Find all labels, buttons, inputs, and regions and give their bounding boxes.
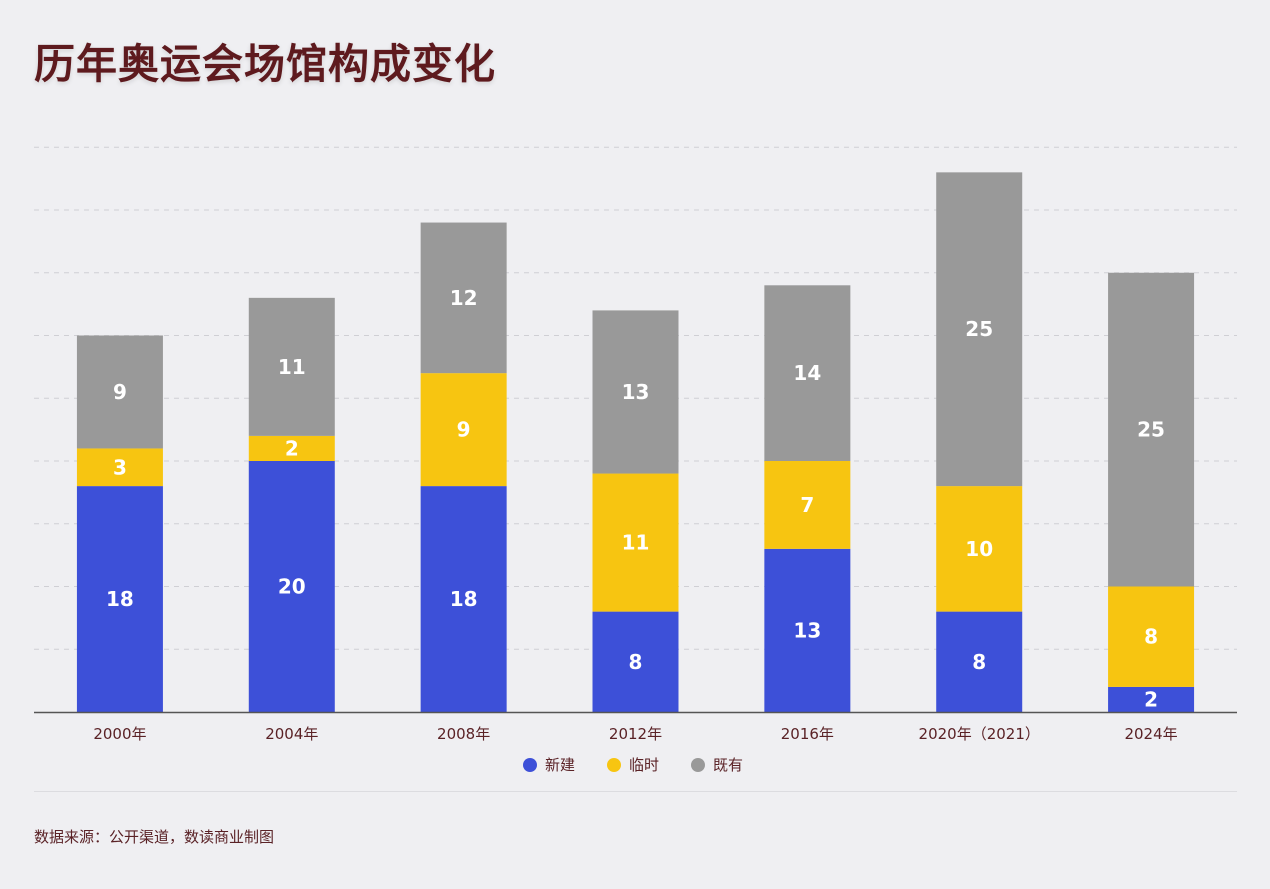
bar-segment xyxy=(592,611,679,712)
data-label: 2 xyxy=(285,436,299,460)
bar-segment xyxy=(1108,272,1195,587)
x-axis-tick-labels: 2000年 2004年 2008年 2012年 2016年 2020年（2021） 2024… xyxy=(93,725,1177,743)
data-label: 25 xyxy=(965,317,993,341)
bar-segment xyxy=(936,611,1023,712)
x-tick-label: 2020年（2021） xyxy=(919,725,1040,743)
legend-label: 临时 xyxy=(629,756,659,774)
legend-item: 既有 xyxy=(691,756,743,774)
legend-swatch xyxy=(691,758,705,772)
bar-segment xyxy=(420,373,507,487)
legend-item: 临时 xyxy=(607,756,659,774)
source-note: 数据来源：公开渠道，数读商业制图 xyxy=(34,828,275,846)
bar-segment xyxy=(764,461,851,549)
legend-swatch xyxy=(523,758,537,772)
data-label: 11 xyxy=(622,531,650,555)
data-label: 18 xyxy=(450,587,478,611)
x-tick-label: 2016年 xyxy=(781,725,834,743)
data-label: 7 xyxy=(800,493,814,517)
bar-segment xyxy=(1108,686,1195,712)
bar-segment xyxy=(248,435,335,461)
bar-stack: 8 11 13 xyxy=(592,310,679,712)
chart-title: 历年奥运会场馆构成变化 xyxy=(34,40,496,88)
x-tick-label: 2024年 xyxy=(1124,725,1177,743)
x-tick-label: 2004年 xyxy=(265,725,318,743)
data-label: 18 xyxy=(106,587,134,611)
bar-segment xyxy=(420,486,507,712)
x-tick-label: 2000年 xyxy=(93,725,146,743)
data-label: 10 xyxy=(965,537,993,561)
data-label: 13 xyxy=(793,618,821,642)
data-label: 3 xyxy=(113,455,127,479)
data-label: 14 xyxy=(793,361,821,385)
data-label: 8 xyxy=(1144,625,1158,649)
x-tick-label: 2012年 xyxy=(609,725,662,743)
bar-segment xyxy=(1108,586,1195,687)
data-label: 25 xyxy=(1137,418,1165,442)
x-tick-label: 2008年 xyxy=(437,725,490,743)
bar-segment xyxy=(592,310,679,474)
data-label: 20 xyxy=(278,575,306,599)
data-label: 11 xyxy=(278,355,306,379)
bar-segment xyxy=(936,486,1023,612)
data-label: 12 xyxy=(450,286,478,310)
bar-segment xyxy=(764,548,851,712)
bar-segment xyxy=(936,172,1023,487)
data-label: 9 xyxy=(113,380,127,404)
bar-segment xyxy=(76,335,163,449)
data-label: 8 xyxy=(629,650,643,674)
data-label: 8 xyxy=(972,650,986,674)
bar-segment xyxy=(764,285,851,461)
bar-segment xyxy=(248,461,335,712)
legend-label: 新建 xyxy=(545,756,575,774)
bar-stack: 8 10 25 xyxy=(936,172,1023,712)
bar-stack: 18 9 12 xyxy=(420,222,507,712)
bar-stack: 13 7 14 xyxy=(764,285,851,712)
footer-divider xyxy=(34,791,1237,792)
bar-segment xyxy=(592,473,679,612)
legend-swatch xyxy=(607,758,621,772)
legend: 新建 临时 既有 xyxy=(523,756,743,774)
legend-item: 新建 xyxy=(523,756,575,774)
data-label: 9 xyxy=(457,418,471,442)
bar-segment xyxy=(420,222,507,374)
bar-segment xyxy=(76,448,163,487)
bar-stack: 2 8 25 xyxy=(1108,272,1195,712)
legend-label: 既有 xyxy=(713,756,743,774)
data-label: 13 xyxy=(622,380,650,404)
bar-stack: 20 2 11 xyxy=(248,297,335,712)
bar-segment xyxy=(248,297,335,436)
bar-segment xyxy=(76,486,163,712)
data-label: 2 xyxy=(1144,687,1158,711)
